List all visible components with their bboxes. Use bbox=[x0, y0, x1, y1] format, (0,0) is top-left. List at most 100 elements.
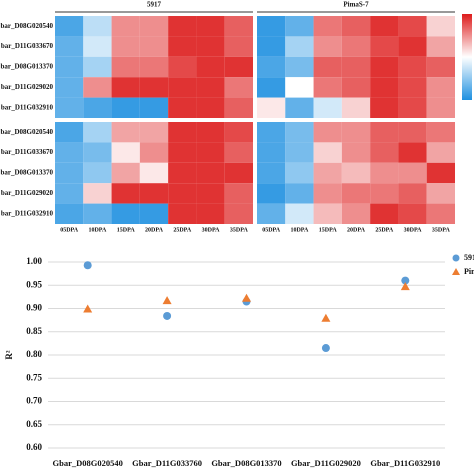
heatmap-cell bbox=[398, 56, 427, 78]
heatmap-cell bbox=[370, 77, 399, 98]
heatmap-cell bbox=[168, 77, 197, 98]
heatmap-cell bbox=[341, 77, 371, 98]
legend-label: PimaS-7 bbox=[464, 267, 474, 276]
heatmap-cell bbox=[55, 162, 84, 184]
group-label: PimaS-7 bbox=[343, 1, 369, 9]
heatmap-cell bbox=[224, 162, 253, 184]
heatmap-cell bbox=[83, 16, 112, 37]
heatmap-cell bbox=[168, 203, 197, 224]
heatmap-cell bbox=[111, 16, 140, 37]
heatmap-cell bbox=[313, 97, 342, 118]
heatmap-cell bbox=[341, 97, 371, 118]
row-label: bar_D08G013370 bbox=[1, 63, 54, 71]
heatmap-cell bbox=[224, 36, 253, 57]
heatmap-cell bbox=[313, 36, 342, 57]
row-label: bar_D11G033670 bbox=[1, 148, 54, 156]
heatmap-cell bbox=[426, 36, 455, 57]
heatmap-cell bbox=[257, 77, 286, 98]
heatmap-cell bbox=[257, 16, 286, 37]
legend-marker bbox=[452, 268, 460, 275]
heatmap-cell bbox=[341, 162, 371, 184]
heatmap-cell bbox=[224, 203, 253, 224]
x-tick-label: 30DPA bbox=[202, 227, 221, 233]
x-tick-label: 15DPA bbox=[319, 227, 338, 233]
heatmap-cell bbox=[341, 142, 371, 163]
data-point bbox=[83, 261, 92, 270]
heatmap-cell bbox=[224, 77, 253, 98]
y-tick-label: 0.60 bbox=[26, 442, 42, 452]
heatmap-cell bbox=[55, 16, 84, 37]
y-tick-label: 0.80 bbox=[26, 349, 42, 359]
heatmap-cell bbox=[285, 56, 314, 78]
heatmap-panel: 5917 PimaS-7bar_D08G020540bar_D11G033670b… bbox=[1, 1, 455, 233]
heatmap-cell bbox=[257, 56, 286, 78]
x-tick-label: Gbar_D11G033760 bbox=[132, 458, 202, 468]
group-label: 5917 bbox=[147, 1, 162, 9]
row-label: bar_D08G020540 bbox=[1, 22, 54, 30]
heatmap-cell bbox=[398, 183, 427, 204]
row-label: bar_D11G033670 bbox=[1, 42, 54, 50]
y-tick-label: 1.00 bbox=[26, 256, 42, 266]
heatmap-cell bbox=[139, 142, 169, 163]
legend-marker bbox=[452, 254, 460, 262]
heatmap-cell bbox=[139, 203, 169, 224]
heatmap-cell bbox=[196, 162, 225, 184]
heatmap-cell bbox=[55, 77, 84, 98]
heatmap-cell bbox=[83, 77, 112, 98]
heatmap-cell bbox=[426, 122, 455, 143]
x-tick-label: 05DPA bbox=[60, 227, 79, 233]
data-point bbox=[163, 311, 172, 320]
heatmap-cell bbox=[398, 97, 427, 118]
heatmap-cell bbox=[341, 36, 371, 57]
heatmap-cell bbox=[341, 16, 371, 37]
heatmap-cell bbox=[196, 16, 225, 37]
y-tick-label: 0.95 bbox=[26, 279, 42, 289]
heatmap-cell bbox=[168, 56, 197, 78]
heatmap-cell bbox=[285, 36, 314, 57]
row-label: bar_D11G032910 bbox=[1, 209, 54, 217]
row-label: bar_D08G013370 bbox=[1, 169, 54, 177]
heatmap-cell bbox=[55, 122, 84, 143]
heatmap-cell bbox=[398, 162, 427, 184]
heatmap-cell bbox=[55, 203, 84, 224]
color-bar bbox=[462, 14, 472, 100]
x-tick-label: 05DPA bbox=[262, 227, 281, 233]
heatmap-cell bbox=[370, 183, 399, 204]
heatmap-cell bbox=[285, 162, 314, 184]
heatmap-cell bbox=[257, 122, 286, 143]
heatmap-cell bbox=[426, 203, 455, 224]
heatmap-cell bbox=[313, 77, 342, 98]
y-tick-label: 0.75 bbox=[26, 372, 42, 382]
data-point bbox=[401, 276, 410, 285]
heatmap-cell bbox=[224, 183, 253, 204]
heatmap-cell bbox=[224, 97, 253, 118]
heatmap-cell bbox=[139, 36, 169, 57]
heatmap-cell bbox=[257, 183, 286, 204]
heatmap-cell bbox=[426, 97, 455, 118]
heatmap-cell bbox=[139, 16, 169, 37]
heatmap-cell bbox=[285, 142, 314, 163]
heatmap-cell bbox=[196, 183, 225, 204]
heatmap-cell bbox=[111, 203, 140, 224]
y-tick-label: 0.85 bbox=[26, 326, 42, 336]
y-tick-label: 0.65 bbox=[26, 419, 42, 429]
heatmap-cell bbox=[370, 36, 399, 57]
heatmap-cell bbox=[139, 77, 169, 98]
heatmap-cell bbox=[168, 142, 197, 163]
x-tick-label: 35DPA bbox=[230, 227, 249, 233]
row-label: bar_D11G029020 bbox=[1, 189, 54, 197]
heatmap-cell bbox=[196, 77, 225, 98]
heatmap-cell bbox=[83, 56, 112, 78]
x-tick-label: 20DPA bbox=[145, 227, 164, 233]
heatmap-cell bbox=[139, 162, 169, 184]
heatmap-cell bbox=[224, 56, 253, 78]
heatmap-cell bbox=[313, 16, 342, 37]
x-tick-label: Gbar_D11G029020 bbox=[291, 458, 361, 468]
heatmap-cell bbox=[83, 142, 112, 163]
heatmap-cell bbox=[224, 16, 253, 37]
heatmap-cell bbox=[341, 122, 371, 143]
heatmap-cell bbox=[398, 203, 427, 224]
heatmap-cell bbox=[196, 36, 225, 57]
heatmap-cell bbox=[313, 183, 342, 204]
